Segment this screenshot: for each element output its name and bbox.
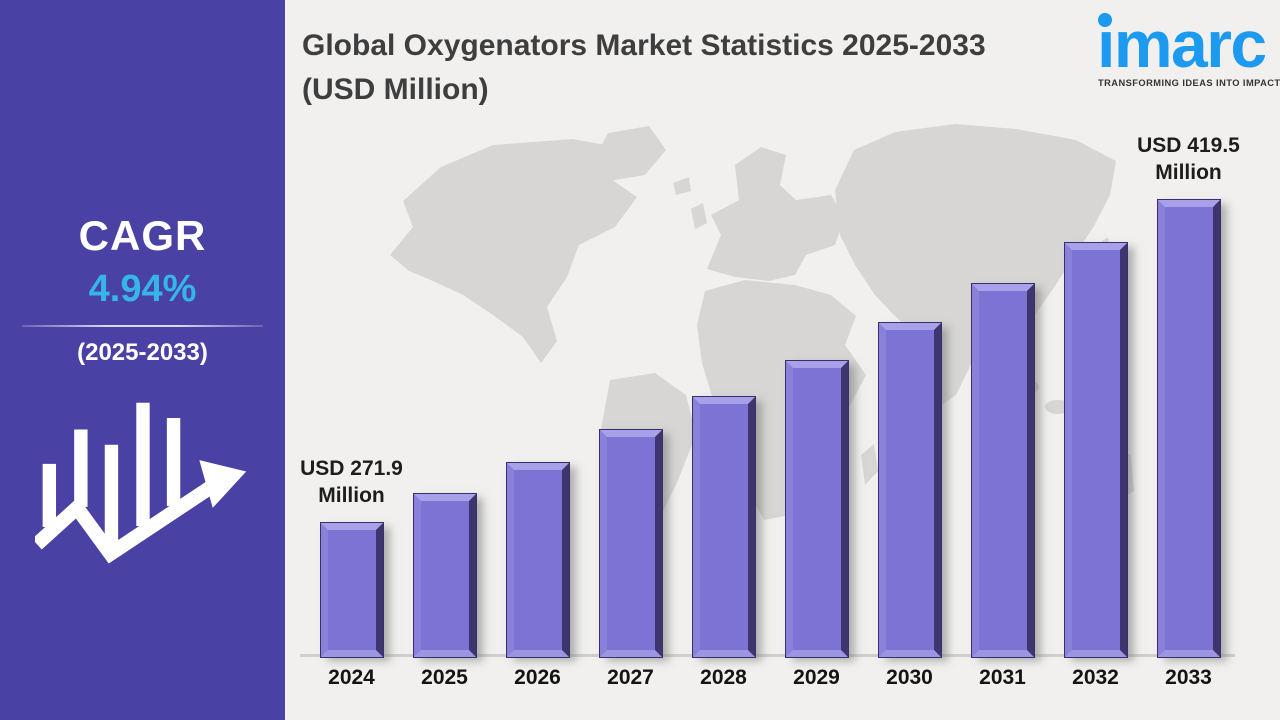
x-tick-label-2031: 2031 [979, 666, 1026, 689]
cagr-label: CAGR [78, 212, 207, 259]
bar-value-label-2033: USD 419.5 Million [1137, 134, 1240, 185]
cagr-block: CAGR 4.94% (2025-2033) [0, 212, 285, 574]
bar-column-2025: 2025 [398, 0, 491, 689]
divider-line [22, 325, 263, 327]
x-tick-label-2033: 2033 [1165, 666, 1212, 689]
imarc-logo: ımarc TRANSFORMING IDEAS INTO IMPACT [1090, 6, 1280, 88]
x-tick-label-2030: 2030 [886, 666, 933, 689]
imarc-logo-text: ımarc [1097, 7, 1267, 81]
bar-column-2024: USD 271.9 Million 2024 [300, 0, 403, 689]
bar-column-2031: 2031 [956, 0, 1049, 689]
x-tick-label-2024: 2024 [328, 666, 375, 689]
x-tick-label-2028: 2028 [700, 666, 747, 689]
bar-column-2033: USD 419.5 Million 2033 [1137, 0, 1240, 689]
cagr-value: 4.94% [88, 268, 197, 310]
bar-2029 [785, 361, 848, 657]
bar-column-2032: 2032 [1049, 0, 1142, 689]
bar-chart: USD 271.9 Million 2024 2025 2026 2027 2028 202… [300, 0, 1240, 689]
bar-column-2026: 2026 [491, 0, 584, 689]
x-tick-label-2027: 2027 [607, 666, 654, 689]
bar-column-2028: 2028 [677, 0, 770, 689]
bar-2025 [413, 494, 476, 657]
cagr-period: (2025-2033) [77, 339, 208, 366]
x-tick-label-2026: 2026 [514, 666, 561, 689]
bar-2028 [692, 397, 755, 657]
chart-panel: Global Oxygenators Market Statistics 202… [285, 0, 1280, 720]
bar-value-label-2024: USD 271.9 Million [300, 457, 403, 508]
x-tick-label-2025: 2025 [421, 666, 468, 689]
growth-chart-arrow-icon [32, 397, 250, 574]
bar-2030 [878, 323, 941, 657]
bar-2032 [1064, 243, 1127, 657]
bar-2031 [971, 284, 1034, 657]
x-axis-line [300, 654, 1235, 657]
bar-2024 [320, 523, 383, 657]
bar-2033 [1157, 200, 1220, 657]
imarc-logo-tagline: TRANSFORMING IDEAS INTO IMPACT [1098, 78, 1280, 88]
imarc-logo-dot-icon [1098, 13, 1112, 27]
bar-column-2030: 2030 [863, 0, 956, 689]
bar-column-2027: 2027 [584, 0, 677, 689]
bar-2026 [506, 463, 569, 657]
x-tick-label-2032: 2032 [1072, 666, 1119, 689]
bar-2027 [599, 430, 662, 657]
sidebar: CAGR 4.94% (2025-2033) [0, 0, 285, 720]
chart-title: Global Oxygenators Market Statistics 202… [302, 29, 986, 106]
bar-column-2029: 2029 [770, 0, 863, 689]
x-tick-label-2029: 2029 [793, 666, 840, 689]
